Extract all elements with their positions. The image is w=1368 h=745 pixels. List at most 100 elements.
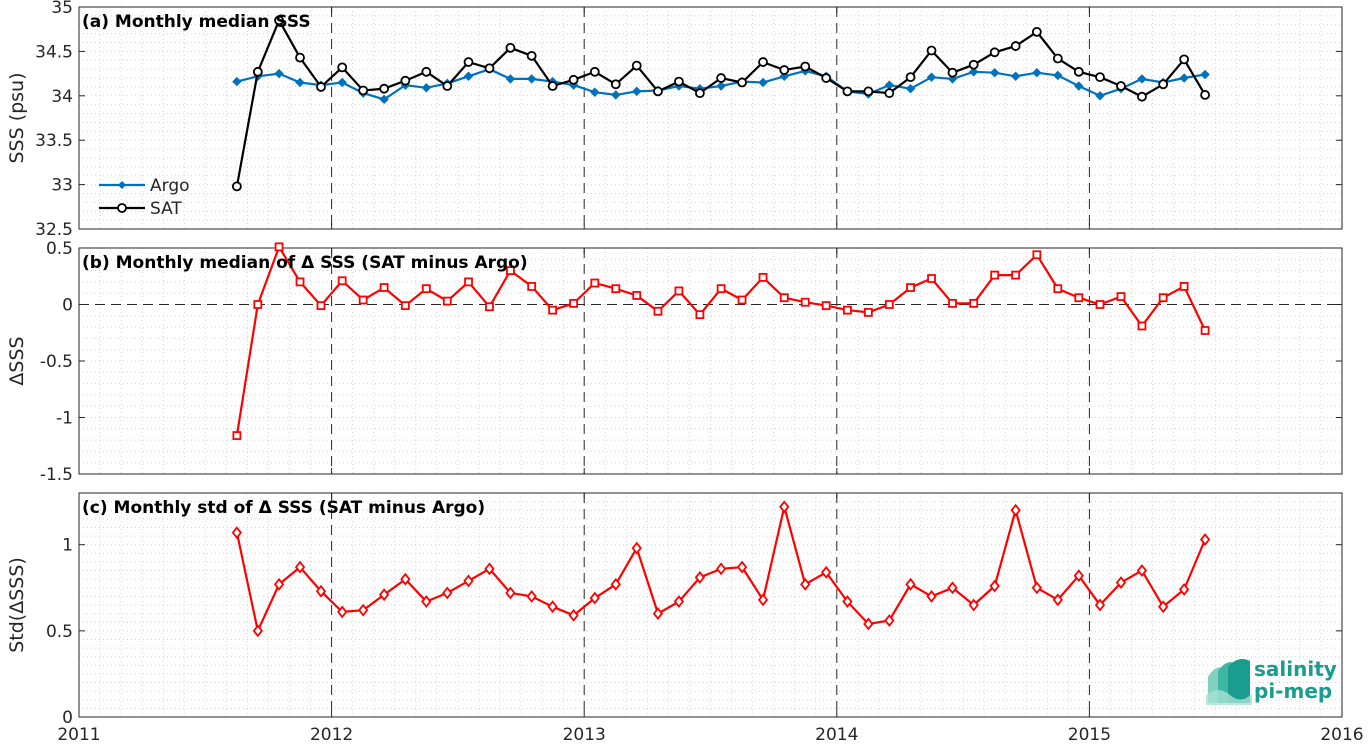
y-tick-label: 0.5 bbox=[46, 622, 73, 642]
data-point bbox=[905, 72, 916, 83]
data-point bbox=[1199, 533, 1211, 546]
data-point bbox=[632, 291, 642, 300]
y-tick-label: -1 bbox=[56, 409, 73, 429]
data-point bbox=[1137, 321, 1147, 331]
data-point bbox=[337, 77, 347, 88]
data-point bbox=[863, 86, 874, 97]
data-point bbox=[1200, 69, 1210, 80]
data-point bbox=[231, 526, 243, 540]
data-point bbox=[379, 83, 390, 94]
data-point bbox=[421, 595, 432, 608]
data-point bbox=[1095, 300, 1105, 309]
data-point bbox=[337, 276, 347, 286]
data-point bbox=[337, 605, 348, 619]
data-point bbox=[1179, 54, 1190, 65]
data-point bbox=[905, 577, 916, 591]
data-point bbox=[1179, 73, 1189, 83]
data-point bbox=[400, 75, 411, 86]
data-point bbox=[821, 565, 832, 579]
data-point bbox=[316, 82, 326, 92]
series-line bbox=[235, 244, 1207, 436]
y-tick-label: 33.5 bbox=[35, 131, 73, 151]
y-tick-label: 1 bbox=[62, 536, 73, 556]
data-point bbox=[1053, 70, 1063, 81]
data-point bbox=[884, 614, 895, 627]
panel-a: 32.5 33 33.5 34 34.5 35 SSS (psu) (a) Monthly m… bbox=[6, 0, 1343, 240]
data-point bbox=[1200, 90, 1210, 100]
data-point bbox=[505, 74, 516, 84]
data-point bbox=[589, 66, 600, 77]
data-point bbox=[505, 586, 516, 600]
data-point bbox=[252, 66, 263, 77]
data-point bbox=[1011, 270, 1021, 280]
data-point bbox=[779, 293, 789, 303]
y-axis-label: ΔSSS bbox=[6, 336, 28, 385]
salinity-pi-mep-logo: salinity pi-mep bbox=[1206, 655, 1337, 705]
data-point bbox=[421, 66, 432, 77]
data-point bbox=[610, 79, 621, 90]
data-point bbox=[547, 600, 558, 614]
data-point bbox=[779, 65, 790, 75]
data-point bbox=[1010, 71, 1021, 81]
data-point bbox=[906, 283, 915, 292]
legend-label: Argo bbox=[150, 176, 190, 196]
x-tick-label: 2014 bbox=[815, 725, 858, 745]
y-tick-label: 32.5 bbox=[35, 220, 73, 240]
logo-text-pi-mep: pi-mep bbox=[1254, 679, 1333, 703]
data-point bbox=[274, 15, 284, 26]
data-point bbox=[295, 77, 305, 88]
data-point bbox=[295, 277, 305, 287]
y-axis-label: Std(ΔSSS) bbox=[6, 557, 28, 653]
data-point bbox=[611, 284, 621, 294]
data-point bbox=[1031, 581, 1043, 595]
data-point bbox=[1158, 79, 1169, 90]
data-point bbox=[590, 87, 600, 97]
data-point bbox=[569, 298, 578, 308]
data-point bbox=[568, 74, 579, 85]
data-point bbox=[989, 579, 1000, 593]
series-sat bbox=[231, 15, 1210, 192]
data-point bbox=[926, 45, 937, 56]
data-point bbox=[590, 278, 600, 288]
data-point bbox=[800, 577, 811, 591]
data-point bbox=[274, 242, 284, 252]
data-point bbox=[632, 86, 642, 97]
data-point bbox=[1179, 282, 1189, 291]
axes-box bbox=[78, 492, 1343, 718]
data-point bbox=[294, 560, 306, 574]
data-point bbox=[232, 431, 242, 440]
data-point bbox=[673, 595, 685, 608]
data-point bbox=[737, 77, 747, 88]
data-point bbox=[990, 270, 1000, 280]
data-point bbox=[421, 83, 432, 93]
data-point bbox=[863, 617, 874, 631]
data-point bbox=[611, 90, 621, 100]
data-point bbox=[653, 86, 663, 97]
data-point bbox=[1032, 250, 1042, 260]
data-point bbox=[526, 74, 537, 84]
data-point bbox=[652, 607, 664, 621]
data-point bbox=[884, 300, 894, 309]
data-point bbox=[1136, 564, 1148, 577]
y-tick-label: 35 bbox=[51, 0, 73, 18]
data-point bbox=[358, 85, 369, 96]
data-point bbox=[358, 603, 369, 617]
data-point bbox=[1200, 326, 1210, 335]
data-point bbox=[1115, 576, 1127, 590]
data-point bbox=[1137, 74, 1147, 84]
y-tick-label: -0.5 bbox=[40, 352, 73, 372]
data-point bbox=[485, 302, 494, 312]
data-point bbox=[232, 76, 242, 87]
y-tick-label: 0 bbox=[62, 708, 73, 728]
x-tick-label: 2015 bbox=[1068, 725, 1111, 745]
data-point bbox=[631, 541, 642, 555]
data-point bbox=[295, 52, 305, 63]
series-line bbox=[235, 17, 1207, 187]
minor-grid bbox=[79, 493, 1342, 717]
legend-marker bbox=[118, 181, 126, 189]
data-point bbox=[779, 500, 790, 514]
data-point bbox=[274, 68, 284, 79]
data-point bbox=[736, 560, 748, 574]
data-point bbox=[653, 306, 663, 316]
